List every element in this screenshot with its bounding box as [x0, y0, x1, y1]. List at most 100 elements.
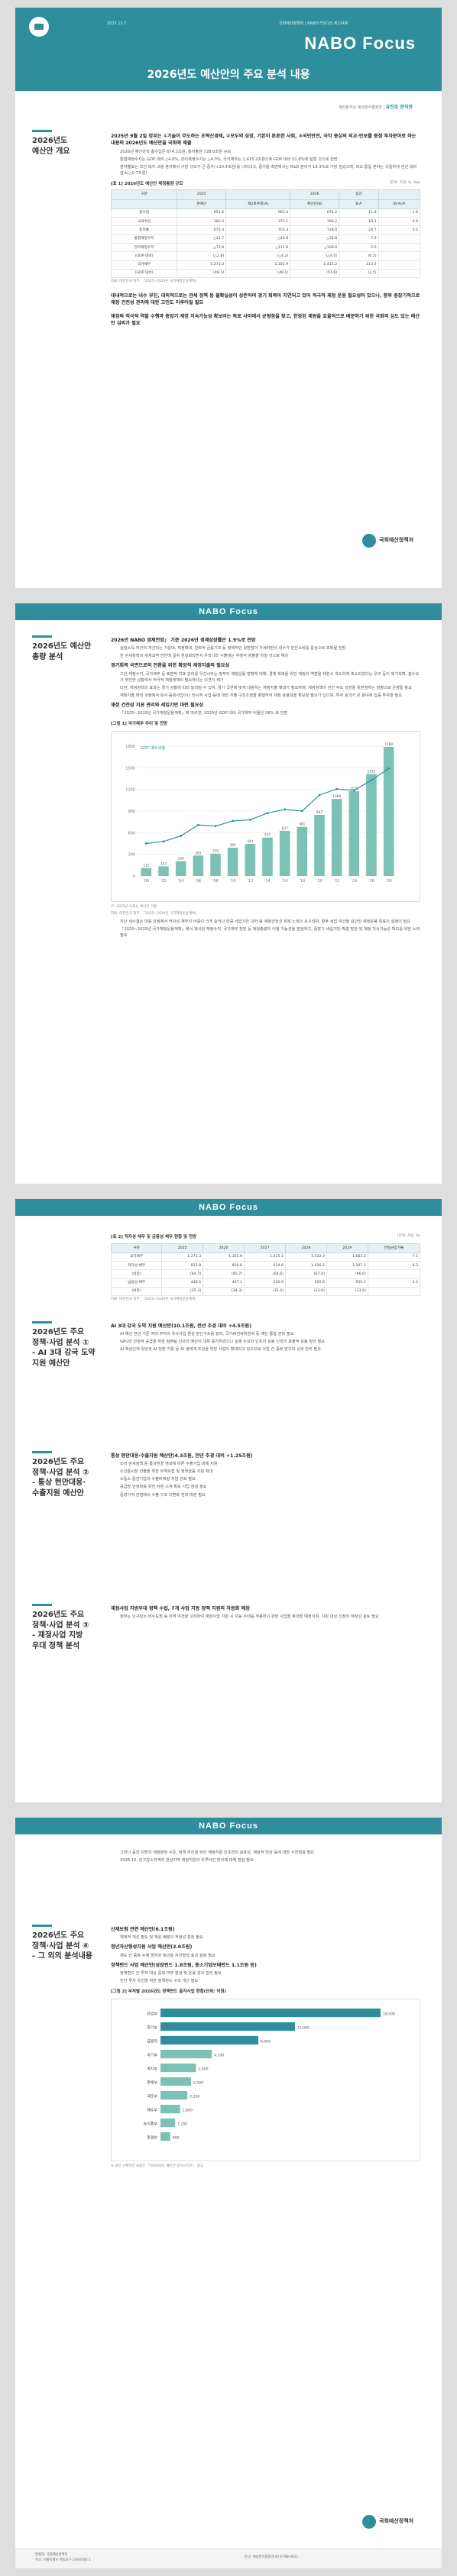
table-cell: (2.5)	[339, 268, 379, 279]
table-cell: 823.8	[161, 1261, 204, 1271]
figure-note: 주: 2025년 이후는 예산안 기준	[111, 904, 157, 909]
bar-data-label: 681	[299, 823, 305, 826]
ratio-point	[232, 819, 235, 823]
x-tick-label: '12	[247, 879, 253, 884]
ratio-point	[387, 767, 391, 770]
table-cell: 총지출	[110, 225, 178, 235]
nabo-footer-logo: 국회예산정책처	[362, 532, 416, 553]
bullet-sub: 다만, 재정정책의 효과는 경기 상황에 따라 달라질 수 있어, 경기 국면에…	[120, 685, 412, 690]
table-header-row: 본예산 제2회추경(A) 예산안(B) B-A (B-A)/A	[110, 199, 421, 209]
table-row: (비중) (64.7) (65.7) (64.6) (67.0) (66.6)	[110, 1269, 421, 1279]
x-tick-label: '02	[160, 879, 167, 884]
assembly-logo-icon	[29, 17, 49, 37]
bullet-main: 재정사업 지방우대 정책 수립, 7개 사업 지방 정액 지원의 차등화 예정	[111, 1606, 250, 1611]
title-band	[15, 65, 442, 91]
bullet-main: 2025년 9월 2일 정부는 ①기술이 주도하는 초혁신경제, ②모두의 성장…	[111, 134, 416, 147]
y-tick-label: 600	[128, 831, 135, 836]
category-label: 복지부	[147, 2066, 157, 2071]
debt-chart-svg: 0 300 600 900 1200 1500 1800 111 '00 133 '02 204 '04…	[125, 742, 397, 884]
bar-data-label: 800	[173, 2135, 180, 2140]
author-dept: 예산분석실 예산분석총괄과	[339, 105, 382, 110]
ratio-point	[162, 840, 165, 843]
bullet-sub: GPU의 안정적 공급을 위한 컴퓨팅 인프라 예산이 대폭 증가하였으나 실제…	[120, 1340, 326, 1345]
table-header-cell: 예산안(B)	[290, 199, 340, 209]
table-cell: (△4.2)	[225, 251, 291, 261]
ratio-point	[335, 787, 339, 790]
x-tick-label: '14	[264, 879, 271, 884]
category-label: 국토부	[147, 2094, 157, 2099]
debt-bar	[383, 746, 394, 876]
bullet-main: 2026년 NABO 경제전망」 기준 2026년 경제성장률은 1.9%로 전…	[111, 638, 256, 643]
debt-table-block: [표 2] 적자성 채무 및 금융성 채무 현황 및 전망 (단위: 조원, %)…	[110, 1230, 421, 1304]
table-row: 금융성 채무 449.5 447.1 500.6 505.8 555.1 4.3	[110, 1278, 421, 1288]
table-header-cell: 구분	[110, 1243, 163, 1253]
bar-data-label: 1,200	[177, 2122, 187, 2126]
table-cell: (비중)	[110, 1269, 163, 1279]
table-cell: 662.4	[225, 208, 291, 218]
table-header-cell	[110, 199, 178, 209]
brand-logo: NABO Focus	[304, 34, 416, 53]
table-row: 적자성 채무 823.8 854.8 914.6 1,026.5 1,107.1 8.3	[110, 1261, 421, 1271]
table-row: 관리재정수지 △73.9 △111.6 △109.0 2.6	[110, 243, 421, 253]
bullet-main: 산재보험 관련 예산안(6.1조원)	[111, 1927, 175, 1932]
bar-data-label: 204	[178, 857, 184, 861]
table-header-row: 구분 2025 2026 2027 2028 2029 연평균증가율	[110, 1243, 421, 1253]
bullet-sub: ②신흥시장 진출을 위한 무역보험 및 정책금융 지원 확대	[120, 1469, 213, 1475]
table-cell	[378, 251, 421, 261]
ratio-point	[266, 812, 269, 814]
page-3: NABO Focus [표 2] 적자성 채무 및 금융성 채무 현황 및 전망…	[15, 1199, 442, 1802]
section-title-line: - 통상 현안대응·	[32, 1479, 86, 1487]
category-label: 해수부	[147, 2107, 157, 2112]
ratio-point	[196, 823, 199, 826]
fund-bar	[160, 2118, 176, 2127]
table-header-cell	[225, 189, 291, 200]
y-tick-label: 300	[128, 853, 135, 858]
table-cell	[367, 1286, 421, 1297]
section-title-line: 정책·사업 분석 ④	[32, 1941, 89, 1951]
table-cell: 금융성 채무	[110, 1278, 163, 1288]
debt-bar	[141, 868, 152, 876]
category-label: 문체부	[147, 2080, 157, 2085]
table-header-cell: 2029	[326, 1243, 368, 1253]
table-cell: (33.0)	[284, 1286, 327, 1297]
table-cell: 555.1	[326, 1278, 368, 1288]
table-cell: △21.7	[177, 234, 227, 244]
fund-chart: 산업부 18,000 중기부 11,000 금융위 8,000 과기부 4,200 복지부 2,9…	[111, 1998, 420, 2162]
bar-data-label: 11,000	[297, 2025, 310, 2030]
section-title-line: 2026년도 주요	[32, 1931, 85, 1940]
figure-note: ※ 세부 구체적인 내용은 「2026년도 예산안 분석시리즈」 참고	[111, 2164, 204, 2169]
ratio-point	[370, 779, 373, 781]
fund-bar	[160, 2132, 170, 2141]
section-title-line: 2026년도 예산안	[32, 642, 92, 651]
bar-data-label: 8,000	[261, 2039, 271, 2044]
section-body-overview: 2025년 9월 2일 정부는 ①기술이 주도하는 초혁신경제, ②모두의 성장…	[110, 130, 421, 328]
table-cell: 1,107.1	[326, 1261, 368, 1271]
table-cell	[378, 268, 421, 279]
table-header-cell: 2025	[177, 189, 227, 200]
category-label: 과기부	[147, 2052, 157, 2057]
bullet-sub: 「2025~2029년 국가재정운용계획」에 따르면, 2029년 GDP 대비…	[120, 711, 288, 716]
table-cell: 국가채무	[110, 260, 178, 270]
legend-line-label: GDP 대비 비율	[141, 745, 166, 751]
fiscal-total-table: 구분 2025 2026 증감 본예산 제2회추경(A) 예산안(B) B-A (B-A)/A 총…	[110, 189, 421, 279]
table-cell: (65.7)	[203, 1269, 245, 1279]
x-tick-label: '18	[299, 879, 305, 884]
fund-chart-svg: 산업부 18,000 중기부 11,000 금융위 8,000 과기부 4,200 복지부 2,9…	[144, 2008, 395, 2141]
ratio-point	[214, 825, 217, 827]
bullet-main: 대내적으로는 내수 부진, 대외적으로는 관세 정책 등 불확실성이 상존하여 …	[111, 293, 420, 306]
debt-bar	[297, 826, 308, 876]
table-cell: 1,662.2	[326, 1252, 368, 1262]
table-cell: (49.1)	[225, 268, 291, 279]
section-title-line: 2026년도 주요	[32, 1611, 85, 1619]
x-tick-label: '06	[195, 879, 201, 884]
bullet-sub: ①미 관세정책 등 통상환경 변화에 따른 수출기업 피해 지원	[120, 1462, 218, 1467]
bullet-sub: 재정지출 확대 과정에서 유사·중복사업이나 한시적 사업 등에 대한 지출 구…	[120, 693, 402, 698]
fund-bar	[160, 2049, 212, 2058]
bullet-sub: 중장기적 관점에서 수출 구조 다변화 전략 마련 필요	[120, 1492, 206, 1498]
ratio-point	[248, 818, 251, 821]
footer-contact: 문의: 예산분석총괄과 02-6788-4621	[245, 2555, 299, 2559]
debt-bar	[366, 774, 377, 876]
table-unit: (단위: 조원, %, %p)	[389, 180, 420, 185]
table-cell: 703.3	[225, 225, 291, 235]
debt-bar	[262, 837, 273, 876]
